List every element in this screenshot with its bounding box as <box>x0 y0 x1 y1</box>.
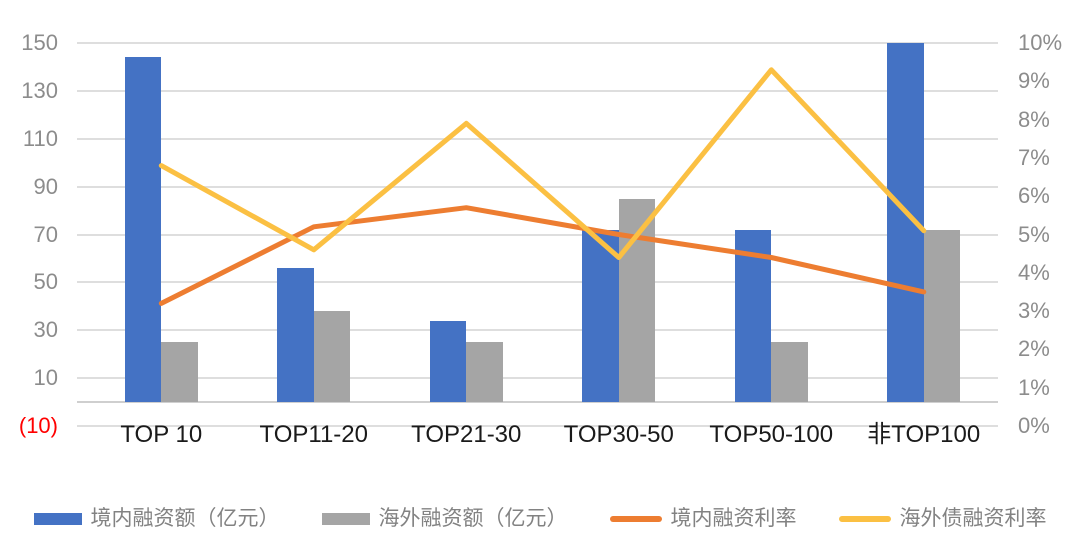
legend-label-domestic-financing-amount: 境内融资额（亿元） <box>90 507 280 530</box>
bar-swatch-icon <box>321 513 370 525</box>
legend-label-domestic-financing-rate: 境内融资利率 <box>670 507 797 530</box>
right-axis-tick: 10% <box>1018 30 1063 55</box>
left-axis-tick: 10 <box>33 365 58 391</box>
right-axis-tick: 2% <box>1018 336 1050 362</box>
right-axis-tick: 6% <box>1018 183 1050 209</box>
legend-label-overseas-debt-financing-rate: 海外债融资利率 <box>899 507 1047 530</box>
legend-item-overseas-debt-financing-rate: 海外债融资利率 <box>838 504 1047 534</box>
right-axis-tick: 0% <box>1018 413 1050 438</box>
right-axis-tick: 8% <box>1018 106 1050 132</box>
bar-overseas-financing-amount <box>923 229 961 403</box>
bar-swatch-icon <box>33 513 82 525</box>
line-swatch-icon <box>609 516 662 522</box>
category-label: TOP50-100 <box>709 421 834 448</box>
right-axis-tick: 5% <box>1018 221 1050 247</box>
legend-item-domestic-financing-rate: 境内融资利率 <box>609 504 797 534</box>
bar-overseas-financing-amount <box>466 342 503 403</box>
legend: 境内融资额（亿元） 海外融资额（亿元） 境内融资利率 海外债融资利率 <box>0 504 1080 534</box>
left-axis-tick: 50 <box>33 269 58 295</box>
bar-domestic-financing-amount <box>429 320 467 403</box>
right-axis-tick: 7% <box>1018 144 1050 170</box>
left-axis-tick: 90 <box>33 173 58 199</box>
legend-item-overseas-financing-amount: 海外融资额（亿元） <box>321 504 568 534</box>
left-axis-tick: 150 <box>21 30 58 55</box>
category-label: TOP30-50 <box>563 421 674 448</box>
category-label: TOP11-20 <box>259 421 368 448</box>
gridline <box>77 89 998 92</box>
left-axis-tick: (10) <box>18 413 58 438</box>
left-axis-tick: 30 <box>33 317 58 343</box>
gridline <box>77 185 998 188</box>
category-label: 非TOP100 <box>867 421 981 448</box>
x-axis-line <box>77 401 998 404</box>
right-axis-tick: 3% <box>1018 298 1050 324</box>
line-swatch-icon <box>838 516 891 522</box>
gridline <box>77 377 998 380</box>
left-axis-tick: 70 <box>33 221 58 247</box>
gridline <box>77 425 998 427</box>
bar-domestic-financing-amount <box>124 57 162 403</box>
bar-overseas-financing-amount <box>771 342 808 403</box>
bar-domestic-financing-amount <box>582 229 619 403</box>
category-label: TOP21-30 <box>411 421 522 448</box>
gridline <box>77 281 998 284</box>
gridline <box>77 42 998 44</box>
bar-overseas-financing-amount <box>313 311 351 403</box>
line-domestic-financing-rate <box>158 205 927 306</box>
bar-overseas-financing-amount <box>161 342 198 403</box>
gridline <box>77 233 998 236</box>
bar-domestic-financing-amount <box>277 268 314 403</box>
right-axis-tick: 9% <box>1018 68 1050 94</box>
legend-item-domestic-financing-amount: 境内融资额（亿元） <box>33 504 280 534</box>
right-axis-tick: 1% <box>1018 374 1050 400</box>
bar-overseas-financing-amount <box>618 198 656 403</box>
gridline <box>77 329 998 332</box>
line-overseas-debt-financing-rate <box>158 67 927 260</box>
bar-domestic-financing-amount <box>734 229 772 403</box>
left-axis-tick: 130 <box>21 77 58 103</box>
category-label: TOP 10 <box>120 421 203 448</box>
left-axis-tick: 110 <box>22 125 58 151</box>
legend-label-overseas-financing-amount: 海外融资额（亿元） <box>378 507 568 530</box>
right-axis-tick: 4% <box>1018 259 1050 285</box>
bar-domestic-financing-amount <box>887 43 924 403</box>
gridline <box>77 137 998 140</box>
